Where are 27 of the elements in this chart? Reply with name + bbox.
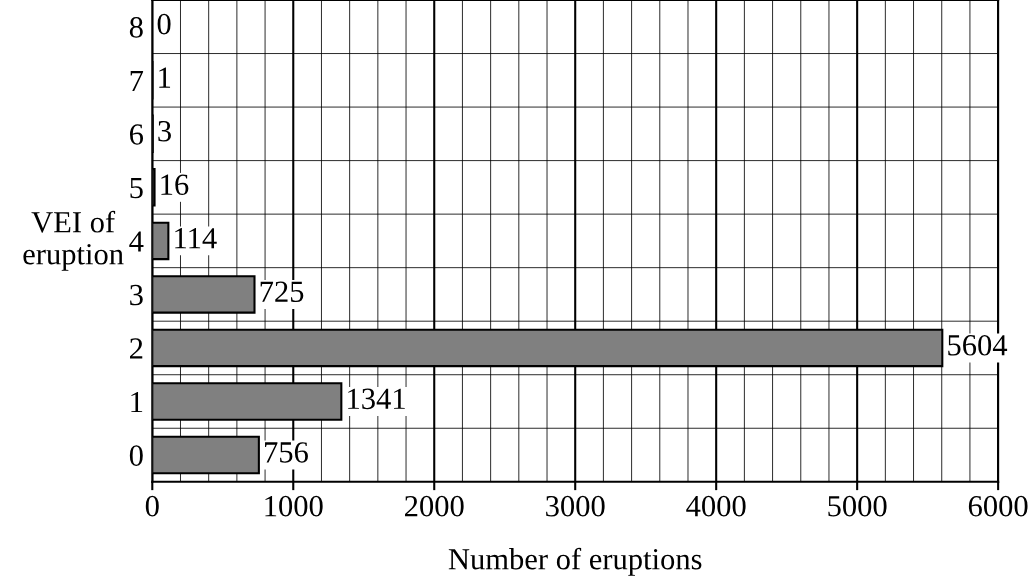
y-tick-label: 6 xyxy=(129,124,144,145)
data-label: 3 xyxy=(158,120,171,142)
data-label: 1341 xyxy=(348,388,405,410)
y-tick-label: 4 xyxy=(129,231,144,252)
y-tick-label: 3 xyxy=(130,284,143,306)
data-label: 0 xyxy=(157,13,171,35)
x-tick-label: 2000 xyxy=(405,495,464,517)
y-tick-label: 5 xyxy=(130,177,143,199)
data-label: 16 xyxy=(161,174,189,196)
data-label: 5604 xyxy=(948,334,1008,356)
data-label: 756 xyxy=(265,442,308,463)
x-tick-label: 0 xyxy=(145,495,159,517)
x-axis-title: Number of eruptions xyxy=(448,547,702,576)
data-label: 114 xyxy=(175,228,217,249)
data-label: 725 xyxy=(260,281,304,303)
x-tick-label: 3000 xyxy=(546,495,605,517)
x-tick-label: 6000 xyxy=(968,495,1028,517)
y-tick-label: 8 xyxy=(129,17,143,38)
y-axis-title: VEI of eruption xyxy=(23,210,124,271)
x-tick-label: 1000 xyxy=(265,495,323,517)
y-tick-label: 1 xyxy=(131,391,143,413)
y-tick-label: 2 xyxy=(130,338,143,359)
data-label: 1 xyxy=(159,67,171,88)
y-tick-label: 7 xyxy=(130,70,144,91)
y-tick-label: 0 xyxy=(129,445,143,466)
x-tick-label: 4000 xyxy=(686,495,746,517)
x-tick-label: 5000 xyxy=(828,495,887,517)
